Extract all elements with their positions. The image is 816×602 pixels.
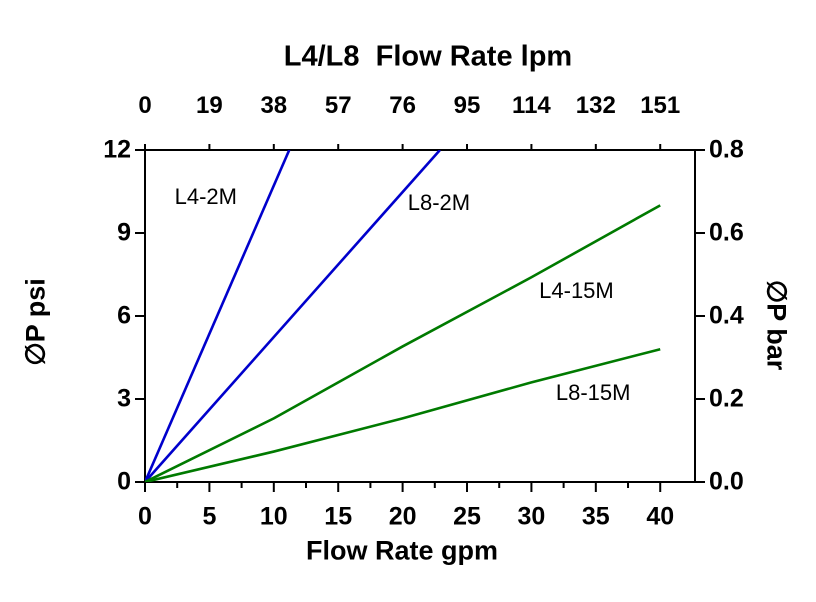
- y-left-tick-label: 9: [117, 218, 131, 247]
- x-tick-label: 35: [581, 502, 610, 531]
- x-top-tick-label: 151: [640, 92, 681, 119]
- y-left-tick-label: 6: [117, 301, 131, 330]
- series-label-l4-2m: L4-2M: [174, 184, 237, 210]
- series-line-l4-2m: [145, 150, 291, 482]
- x-tick-label: 0: [138, 502, 152, 531]
- series-line-l4-15m: [145, 204, 661, 482]
- x-tick-label: 25: [453, 502, 481, 531]
- x-top-tick-label: 95: [453, 92, 481, 119]
- x-tick-label: 30: [517, 502, 546, 531]
- y-right-tick-label: 0.2: [709, 384, 744, 413]
- x-axis-title: Flow Rate gpm: [305, 535, 499, 566]
- series-label-l4-15m: L4-15M: [539, 278, 614, 304]
- x-tick-label: 20: [388, 502, 417, 531]
- series-line-l8-2m: [145, 150, 441, 482]
- x-tick-label: 5: [202, 502, 217, 531]
- series-line-l8-15m: [145, 347, 661, 482]
- y-right-tick-label: 0.8: [709, 135, 744, 164]
- x-tick-label: 40: [646, 502, 675, 531]
- x-top-tick-label: 0: [138, 92, 152, 119]
- x-top-tick-label: 76: [389, 92, 416, 119]
- x-tick-label: 10: [259, 502, 288, 531]
- y-right-tick-label: 0.6: [709, 218, 744, 247]
- x-top-tick-label: 38: [260, 92, 288, 119]
- y-axis-title-right: ∅P bar: [761, 279, 792, 371]
- series-label-l8-2m: L8-2M: [407, 189, 471, 215]
- x-top-tick-label: 132: [575, 92, 616, 119]
- x-top-tick-label: 57: [324, 92, 352, 119]
- y-right-tick-label: 0.4: [709, 301, 744, 330]
- y-right-tick-label: 0.0: [709, 467, 744, 496]
- x-top-tick-label: 114: [512, 92, 551, 119]
- series-label-l8-15m: L8-15M: [555, 380, 631, 406]
- y-left-tick-label: 3: [117, 384, 131, 413]
- y-left-tick-label: 12: [103, 135, 131, 164]
- y-axis-title-left: ∅P psi: [20, 278, 51, 366]
- chart-title: L4/L8 Flow Rate lpm: [283, 40, 573, 73]
- x-top-tick-label: 19: [196, 92, 223, 119]
- x-tick-label: 15: [324, 502, 353, 531]
- y-left-tick-label: 0: [117, 467, 131, 496]
- series-lines: [145, 150, 661, 482]
